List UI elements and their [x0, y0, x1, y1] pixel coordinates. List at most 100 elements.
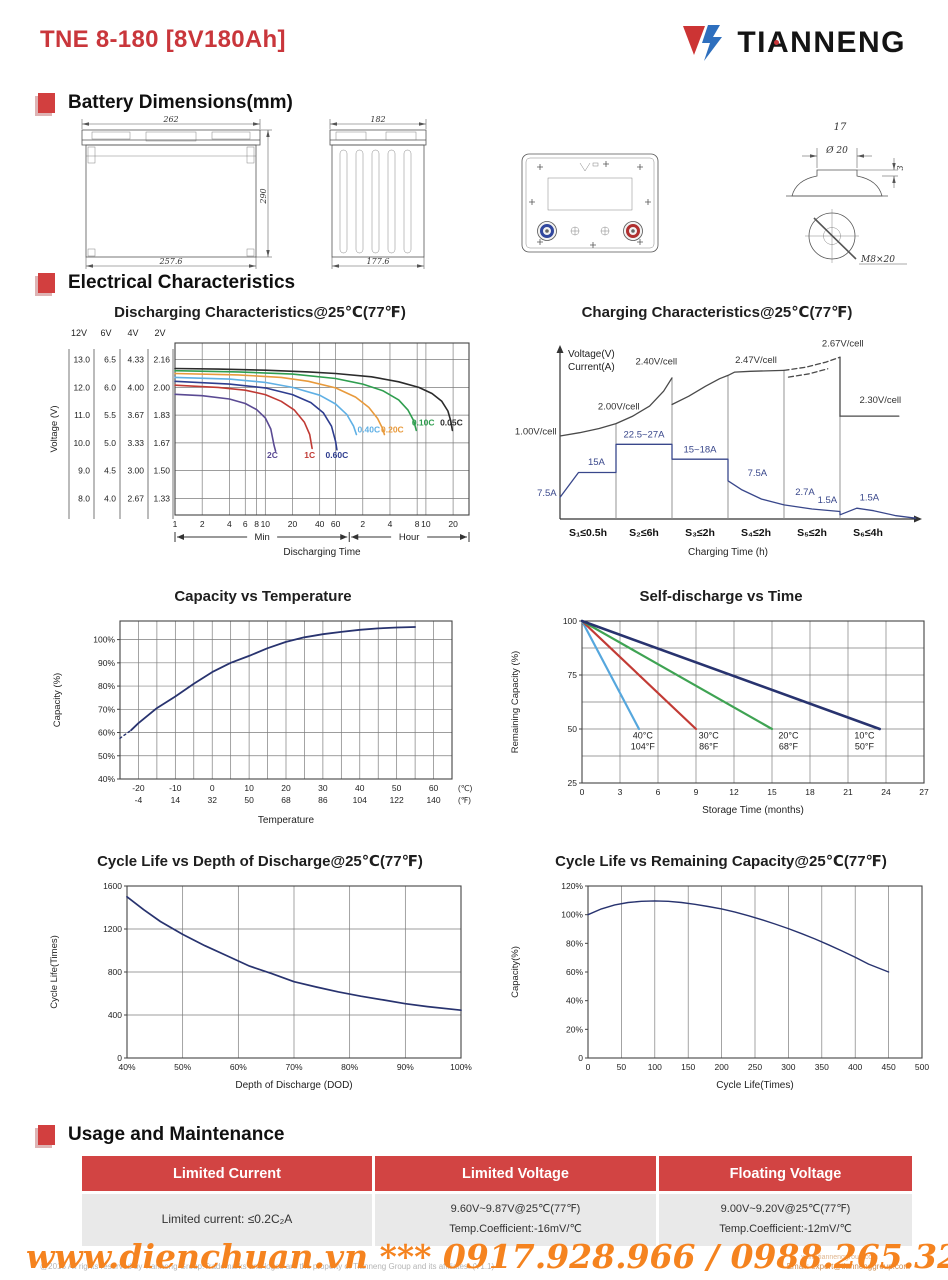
footer-email: Email: export@tiannenggroup.com	[786, 1262, 910, 1271]
usage-table-header-row: Limited Current Limited Voltage Floating…	[82, 1156, 912, 1191]
svg-text:800: 800	[108, 967, 122, 977]
svg-text:13.0: 13.0	[73, 355, 90, 365]
svg-text:-20: -20	[132, 783, 145, 793]
brand-logo: TIANNENG	[682, 22, 906, 64]
svg-text:Capacity(%): Capacity(%)	[510, 946, 521, 998]
chart-title: Cycle Life vs Depth of Discharge@25℃(77℉…	[97, 853, 423, 870]
svg-text:30: 30	[318, 783, 328, 793]
svg-text:8.0: 8.0	[78, 493, 90, 503]
svg-text:12.0: 12.0	[73, 382, 90, 392]
watermark-text: www.dienchuan.vn *** 0917.928.966 / 0988…	[26, 1237, 948, 1276]
svg-text:50: 50	[244, 795, 254, 805]
svg-text:22.5~27A: 22.5~27A	[624, 430, 666, 441]
svg-text:90%: 90%	[98, 658, 115, 668]
svg-text:7.5A: 7.5A	[537, 488, 557, 499]
svg-text:10.0: 10.0	[73, 438, 90, 448]
section-bullet-icon	[38, 1125, 55, 1145]
svg-text:Depth of Discharge (DOD): Depth of Discharge (DOD)	[235, 1080, 352, 1091]
svg-text:400: 400	[848, 1062, 862, 1072]
svg-text:50: 50	[617, 1062, 627, 1072]
svg-text:3.67: 3.67	[127, 410, 144, 420]
svg-text:10: 10	[421, 519, 431, 529]
svg-text:70%: 70%	[98, 704, 115, 714]
svg-text:80%: 80%	[566, 938, 583, 948]
chart-title: Cycle Life vs Remaining Capacity@25℃(77℉…	[555, 853, 887, 870]
self-discharge-chart-plot: 0 3 6 9 12 15 18 21 24 27 25 50 75 100 Storage Time (m…	[510, 616, 929, 816]
usage-table-cell-limited-current: Limited current: ≤0.2C₂A	[82, 1194, 372, 1246]
svg-text:0: 0	[580, 787, 585, 797]
svg-text:20: 20	[288, 519, 298, 529]
svg-text:1.67: 1.67	[153, 438, 170, 448]
svg-text:2.30V/cell: 2.30V/cell	[859, 395, 901, 406]
svg-text:S₆≤4h: S₆≤4h	[853, 527, 883, 539]
svg-text:86°F: 86°F	[699, 742, 719, 752]
brand-text: TIANNENG	[737, 26, 906, 59]
svg-text:S₄≤2h: S₄≤2h	[741, 527, 771, 539]
svg-text:5.5: 5.5	[104, 410, 116, 420]
section-bullet-icon	[38, 273, 55, 293]
svg-text:Cycle Life(Times): Cycle Life(Times)	[49, 935, 60, 1009]
tianneng-logo-icon	[683, 25, 723, 61]
svg-text:40%: 40%	[98, 774, 115, 784]
svg-text:2: 2	[200, 519, 205, 529]
svg-text:21: 21	[843, 787, 853, 797]
svg-text:40: 40	[355, 783, 365, 793]
section-title: Usage and Maintenance	[68, 1124, 285, 1145]
svg-text:Min: Min	[254, 532, 269, 543]
svg-text:0: 0	[586, 1062, 591, 1072]
svg-text:S₅≤2h: S₅≤2h	[797, 527, 827, 539]
svg-text:Hour: Hour	[399, 532, 420, 543]
svg-text:60: 60	[429, 783, 439, 793]
svg-text:120%: 120%	[561, 881, 583, 891]
svg-text:200: 200	[715, 1062, 729, 1072]
svg-text:150: 150	[681, 1062, 695, 1072]
svg-text:100: 100	[563, 616, 577, 626]
svg-text:6V: 6V	[100, 328, 111, 338]
svg-text:4.0: 4.0	[104, 493, 116, 503]
svg-text:104: 104	[353, 795, 367, 805]
copyright-text: @2018 All rights reserved by Tianneng Gr…	[40, 1262, 495, 1271]
svg-text:1.00V/cell: 1.00V/cell	[515, 426, 557, 437]
svg-text:10: 10	[261, 519, 271, 529]
chart-title: Discharging Characteristics@25℃(77℉)	[114, 304, 406, 321]
battery-front-view-drawing: 262 257.6 290	[81, 116, 272, 269]
svg-text:75: 75	[568, 670, 578, 680]
svg-text:500: 500	[915, 1062, 929, 1072]
svg-text:2: 2	[360, 519, 365, 529]
svg-text:Capacity (%): Capacity (%)	[52, 673, 63, 727]
capacity-temperature-chart-plot: -20 -10 0 10 20 30 40 50 60 -4 14 32 50 68 86 104 122 140…	[52, 620, 473, 826]
svg-text:0: 0	[210, 783, 215, 793]
section-bullet-icon	[38, 93, 55, 113]
dim-side-top-width: 182	[370, 116, 385, 124]
svg-text:6: 6	[243, 519, 248, 529]
svg-text:1600: 1600	[103, 881, 122, 891]
svg-text:50°F: 50°F	[855, 742, 875, 752]
usage-table-body-row: Limited current: ≤0.2C₂A 9.60V~9.87V@25℃…	[82, 1194, 912, 1246]
svg-text:2.67: 2.67	[127, 493, 144, 503]
svg-text:80%: 80%	[98, 681, 115, 691]
svg-text:40%: 40%	[118, 1062, 135, 1072]
svg-text:2.00V/cell: 2.00V/cell	[598, 401, 640, 412]
svg-text:-4: -4	[135, 795, 143, 805]
limited-voltage-range: 9.60V~9.87V@25℃(77℉)	[450, 1203, 581, 1216]
svg-text:20°C: 20°C	[778, 731, 799, 741]
svg-text:90%: 90%	[397, 1062, 414, 1072]
svg-text:60%: 60%	[230, 1062, 247, 1072]
svg-text:Charging Time (h): Charging Time (h)	[688, 547, 768, 558]
svg-text:8: 8	[415, 519, 420, 529]
dim-terminal-cap-height: 3	[896, 165, 905, 170]
svg-text:12V: 12V	[71, 328, 87, 338]
svg-text:3: 3	[618, 787, 623, 797]
svg-text:1: 1	[173, 519, 178, 529]
svg-text:Temperature: Temperature	[258, 815, 315, 826]
svg-text:-10: -10	[169, 783, 182, 793]
svg-text:(℉): (℉)	[458, 796, 471, 805]
svg-text:18: 18	[805, 787, 815, 797]
svg-text:Cycle Life(Times): Cycle Life(Times)	[716, 1080, 793, 1091]
svg-text:4: 4	[388, 519, 393, 529]
svg-text:80%: 80%	[341, 1062, 358, 1072]
svg-text:2.47V/cell: 2.47V/cell	[735, 355, 777, 366]
svg-text:0.40C: 0.40C	[357, 424, 380, 434]
svg-text:15~18A: 15~18A	[683, 445, 717, 456]
chart-cycle-life-vs-dod: Cycle Life vs Depth of Discharge@25℃(77℉…	[45, 852, 475, 1122]
